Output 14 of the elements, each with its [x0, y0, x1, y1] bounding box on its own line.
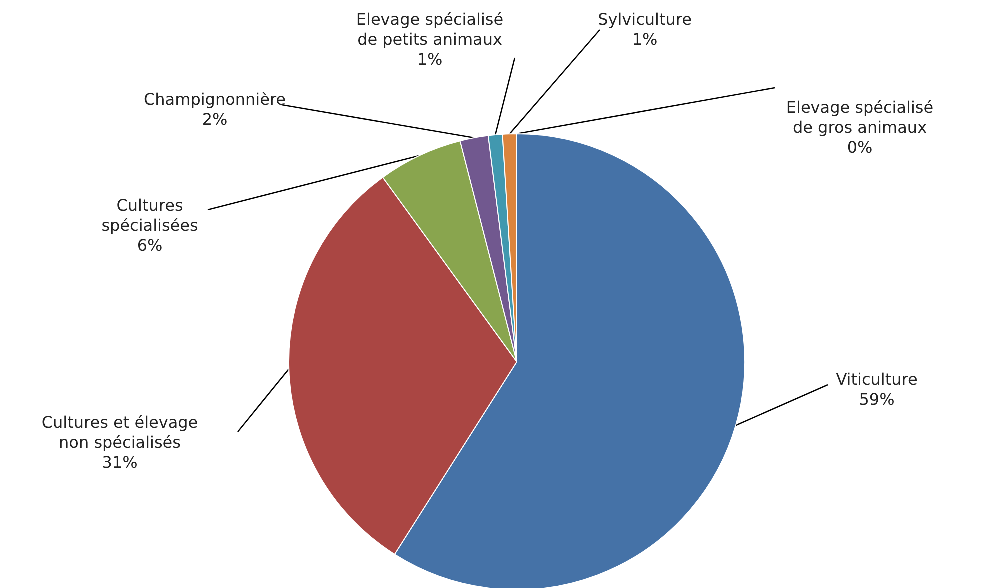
- data-label: 59%: [859, 390, 895, 409]
- category-label: Elevage spécialisé de gros animaux: [786, 98, 934, 137]
- slice-label: Cultures et élevage non spécialisés: [42, 413, 198, 452]
- data-label: 31%: [102, 453, 138, 472]
- slice-label: Sylviculture: [598, 10, 692, 29]
- slice-label: Cultures spécialisées: [102, 196, 198, 235]
- text: 0%: [847, 138, 873, 157]
- data-label: 2%: [202, 110, 228, 129]
- slice-label: Viticulture: [836, 370, 918, 389]
- slice-label: Champignonnière: [144, 90, 286, 109]
- data-label: 6%: [137, 236, 163, 255]
- data-label: 1%: [632, 30, 658, 49]
- slice-label: Elevage spécialisé de petits animaux: [356, 10, 504, 49]
- data-label: 1%: [417, 50, 443, 69]
